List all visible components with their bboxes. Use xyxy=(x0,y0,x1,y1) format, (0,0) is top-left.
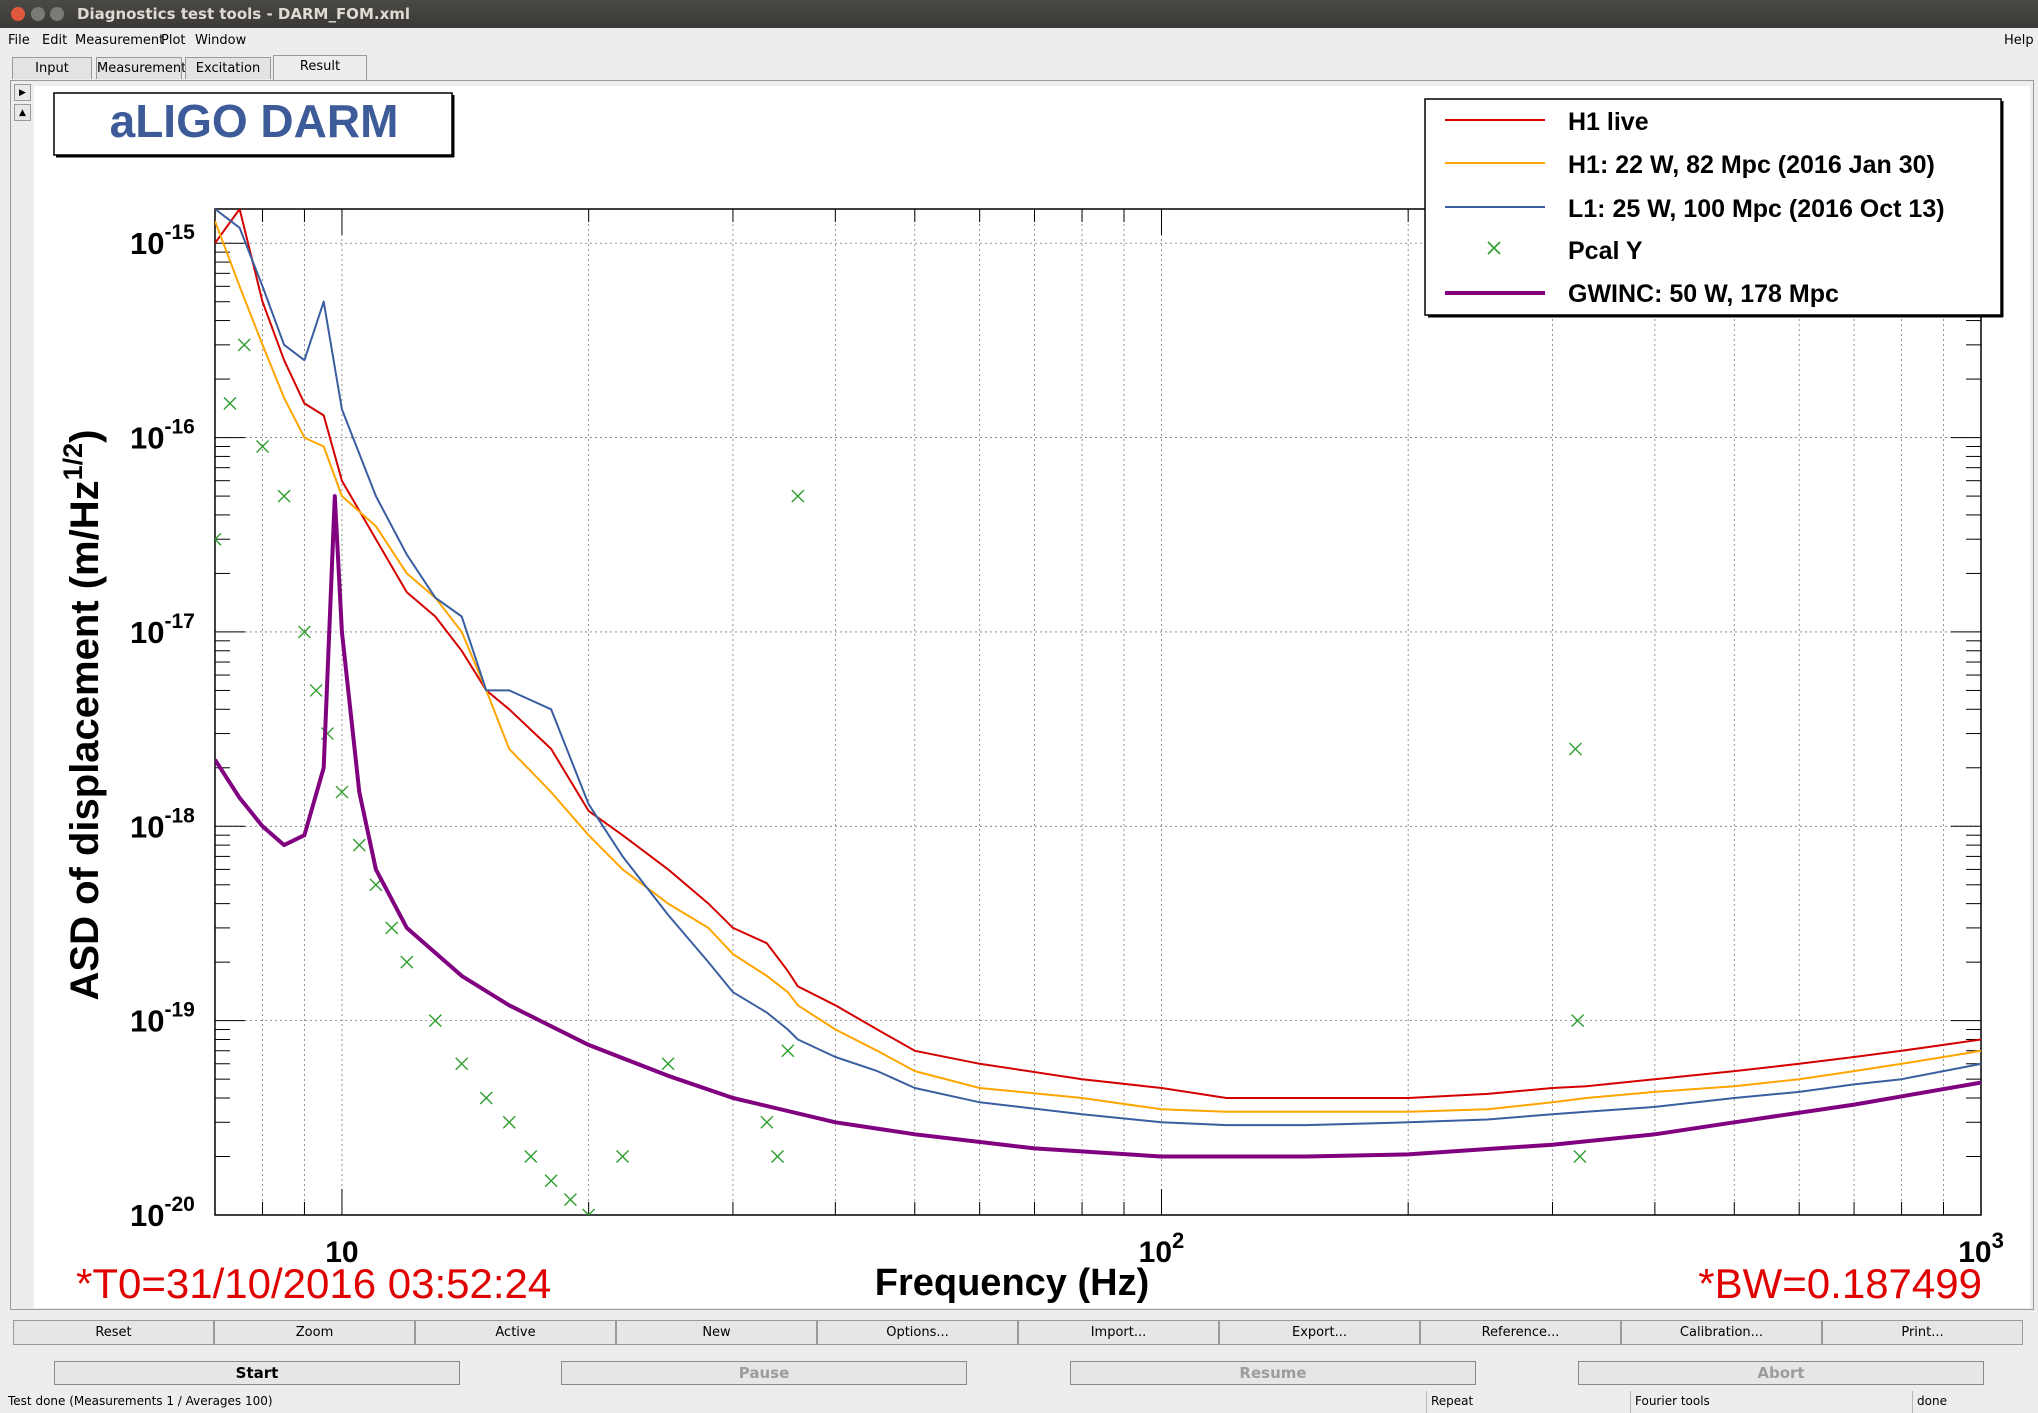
series-point-pcal-y xyxy=(223,396,237,410)
legend-label-l1-reference: L1: 25 W, 100 Mpc (2016 Oct 13) xyxy=(1568,195,1945,223)
close-window-button[interactable] xyxy=(11,7,25,21)
bw-annotation: *BW=0.187499 xyxy=(1698,1260,1982,1307)
status-message: Test done (Measurements 1 / Averages 100… xyxy=(8,1394,273,1408)
series-line-h1-22-w-82-mpc-2016-jan-30 xyxy=(215,220,1981,1113)
status-repeat: Repeat xyxy=(1426,1391,1628,1413)
series-point-pcal-y xyxy=(1571,1014,1585,1028)
series-point-pcal-y xyxy=(524,1149,538,1163)
status-state: done xyxy=(1912,1391,2036,1413)
x-tick-label: 10 xyxy=(325,1236,358,1269)
legend-label-h1-live: H1 live xyxy=(1568,108,1649,136)
series-line-l1-25-w-100-mpc-2016-oct-13 xyxy=(215,209,1981,1127)
t0-annotation: *T0=31/10/2016 03:52:24 xyxy=(76,1260,551,1307)
tab-bar: Input Measurement Excitation Result xyxy=(0,54,2038,80)
series-point-pcal-y xyxy=(661,1057,675,1071)
zoom-button[interactable]: Zoom xyxy=(214,1320,415,1345)
series-point-pcal-y xyxy=(1568,742,1582,756)
menu-measurement[interactable]: Measurement xyxy=(75,33,165,48)
resume-button[interactable]: Resume xyxy=(1070,1361,1476,1385)
series-point-pcal-y xyxy=(428,1014,442,1028)
calibration-button[interactable]: Calibration... xyxy=(1621,1320,1822,1345)
tab-excitation[interactable]: Excitation xyxy=(185,57,271,79)
menu-help[interactable]: Help xyxy=(2004,33,2034,48)
series-point-pcal-y xyxy=(455,1057,469,1071)
series-point-pcal-y xyxy=(352,838,366,852)
maximize-window-button[interactable] xyxy=(50,7,64,21)
pause-button[interactable]: Pause xyxy=(561,1361,967,1385)
tab-measurement[interactable]: Measurement xyxy=(96,57,186,79)
menu-plot[interactable]: Plot xyxy=(161,33,186,48)
window-titlebar: Diagnostics test tools - DARM_FOM.xml xyxy=(0,0,2038,28)
legend: H1 live H1: 22 W, 82 Mpc (2016 Jan 30) L… xyxy=(1424,98,2004,318)
tab-input[interactable]: Input xyxy=(12,57,92,79)
series-point-pcal-y xyxy=(309,683,323,697)
legend-swatch-pcal-y xyxy=(1487,241,1501,255)
series-point-pcal-y xyxy=(385,921,399,935)
series-point-pcal-y xyxy=(544,1174,558,1188)
menu-bar: File Edit Measurement Plot Window Help xyxy=(0,28,2038,54)
legend-label-gwinc: GWINC: 50 W, 178 Mpc xyxy=(1568,280,1839,308)
series-point-pcal-y xyxy=(1573,1149,1587,1163)
series-point-pcal-y xyxy=(616,1149,630,1163)
active-button[interactable]: Active xyxy=(415,1320,616,1345)
print-button[interactable]: Print... xyxy=(1822,1320,2023,1345)
options-button[interactable]: Options... xyxy=(817,1320,1018,1345)
series-line-gwinc-50-w-178-mpc xyxy=(215,494,1981,1159)
series-line-h1-live xyxy=(215,209,1981,1099)
plot-title: aLIGO DARM xyxy=(110,95,399,147)
series-point-pcal-y xyxy=(502,1115,516,1129)
menu-window[interactable]: Window xyxy=(195,33,247,48)
series-point-pcal-y xyxy=(297,625,311,639)
series-point-pcal-y xyxy=(237,338,251,352)
series-point-pcal-y xyxy=(479,1091,493,1105)
reference-button[interactable]: Reference... xyxy=(1420,1320,1621,1345)
minimize-window-button[interactable] xyxy=(31,7,45,21)
x-axis-label: Frequency (Hz) xyxy=(875,1262,1149,1304)
abort-button[interactable]: Abort xyxy=(1578,1361,1984,1385)
y-axis-label: ASD of displacement (m/Hz1/2) xyxy=(58,430,107,1001)
legend-label-pcal-y: Pcal Y xyxy=(1568,237,1643,265)
series-point-pcal-y xyxy=(760,1115,774,1129)
series-point-pcal-y xyxy=(277,489,291,503)
series-point-pcal-y xyxy=(400,955,414,969)
series-point-pcal-y xyxy=(256,439,270,453)
series-point-pcal-y xyxy=(563,1193,577,1207)
series-point-pcal-y xyxy=(781,1044,795,1058)
status-tool: Fourier tools xyxy=(1630,1391,1910,1413)
collapse-up-arrow-icon[interactable]: ▲ xyxy=(14,104,31,121)
series-point-pcal-y xyxy=(335,785,349,799)
import-button[interactable]: Import... xyxy=(1018,1320,1219,1345)
tab-result[interactable]: Result xyxy=(273,55,367,80)
series-point-pcal-y xyxy=(215,532,222,546)
menu-edit[interactable]: Edit xyxy=(42,33,68,48)
new-button[interactable]: New xyxy=(616,1320,817,1345)
reset-button[interactable]: Reset xyxy=(13,1320,214,1345)
plot-frame xyxy=(214,208,1982,1216)
legend-label-h1-reference: H1: 22 W, 82 Mpc (2016 Jan 30) xyxy=(1568,151,1935,179)
series-point-pcal-y xyxy=(791,489,805,503)
menu-file[interactable]: File xyxy=(8,33,30,48)
window-title: Diagnostics test tools - DARM_FOM.xml xyxy=(77,5,411,23)
series-point-pcal-y xyxy=(582,1208,596,1215)
export-button[interactable]: Export... xyxy=(1219,1320,1420,1345)
expand-right-arrow-icon[interactable]: ▶ xyxy=(14,84,31,101)
series-point-pcal-y xyxy=(771,1149,785,1163)
start-button[interactable]: Start xyxy=(54,1361,460,1385)
